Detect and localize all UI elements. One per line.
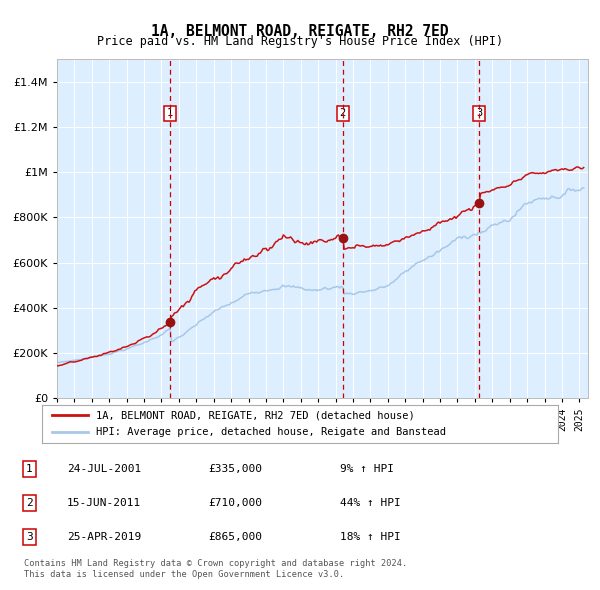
- Text: £335,000: £335,000: [208, 464, 262, 474]
- Text: 25-APR-2019: 25-APR-2019: [67, 532, 141, 542]
- Text: 1: 1: [26, 464, 32, 474]
- Text: 44% ↑ HPI: 44% ↑ HPI: [340, 498, 401, 508]
- Text: £710,000: £710,000: [208, 498, 262, 508]
- Text: 1: 1: [167, 109, 173, 118]
- Text: 2: 2: [26, 498, 32, 508]
- Text: 9% ↑ HPI: 9% ↑ HPI: [340, 464, 394, 474]
- Text: Contains HM Land Registry data © Crown copyright and database right 2024.
This d: Contains HM Land Registry data © Crown c…: [24, 559, 407, 579]
- Text: 24-JUL-2001: 24-JUL-2001: [67, 464, 141, 474]
- Text: 1A, BELMONT ROAD, REIGATE, RH2 7ED (detached house): 1A, BELMONT ROAD, REIGATE, RH2 7ED (deta…: [96, 411, 415, 420]
- Text: 18% ↑ HPI: 18% ↑ HPI: [340, 532, 401, 542]
- Text: 3: 3: [476, 109, 482, 118]
- Text: 1A, BELMONT ROAD, REIGATE, RH2 7ED: 1A, BELMONT ROAD, REIGATE, RH2 7ED: [151, 24, 449, 38]
- Text: HPI: Average price, detached house, Reigate and Banstead: HPI: Average price, detached house, Reig…: [96, 428, 446, 437]
- Text: 15-JUN-2011: 15-JUN-2011: [67, 498, 141, 508]
- Text: 2: 2: [340, 109, 346, 118]
- Text: £865,000: £865,000: [208, 532, 262, 542]
- Text: Price paid vs. HM Land Registry's House Price Index (HPI): Price paid vs. HM Land Registry's House …: [97, 35, 503, 48]
- Text: 3: 3: [26, 532, 32, 542]
